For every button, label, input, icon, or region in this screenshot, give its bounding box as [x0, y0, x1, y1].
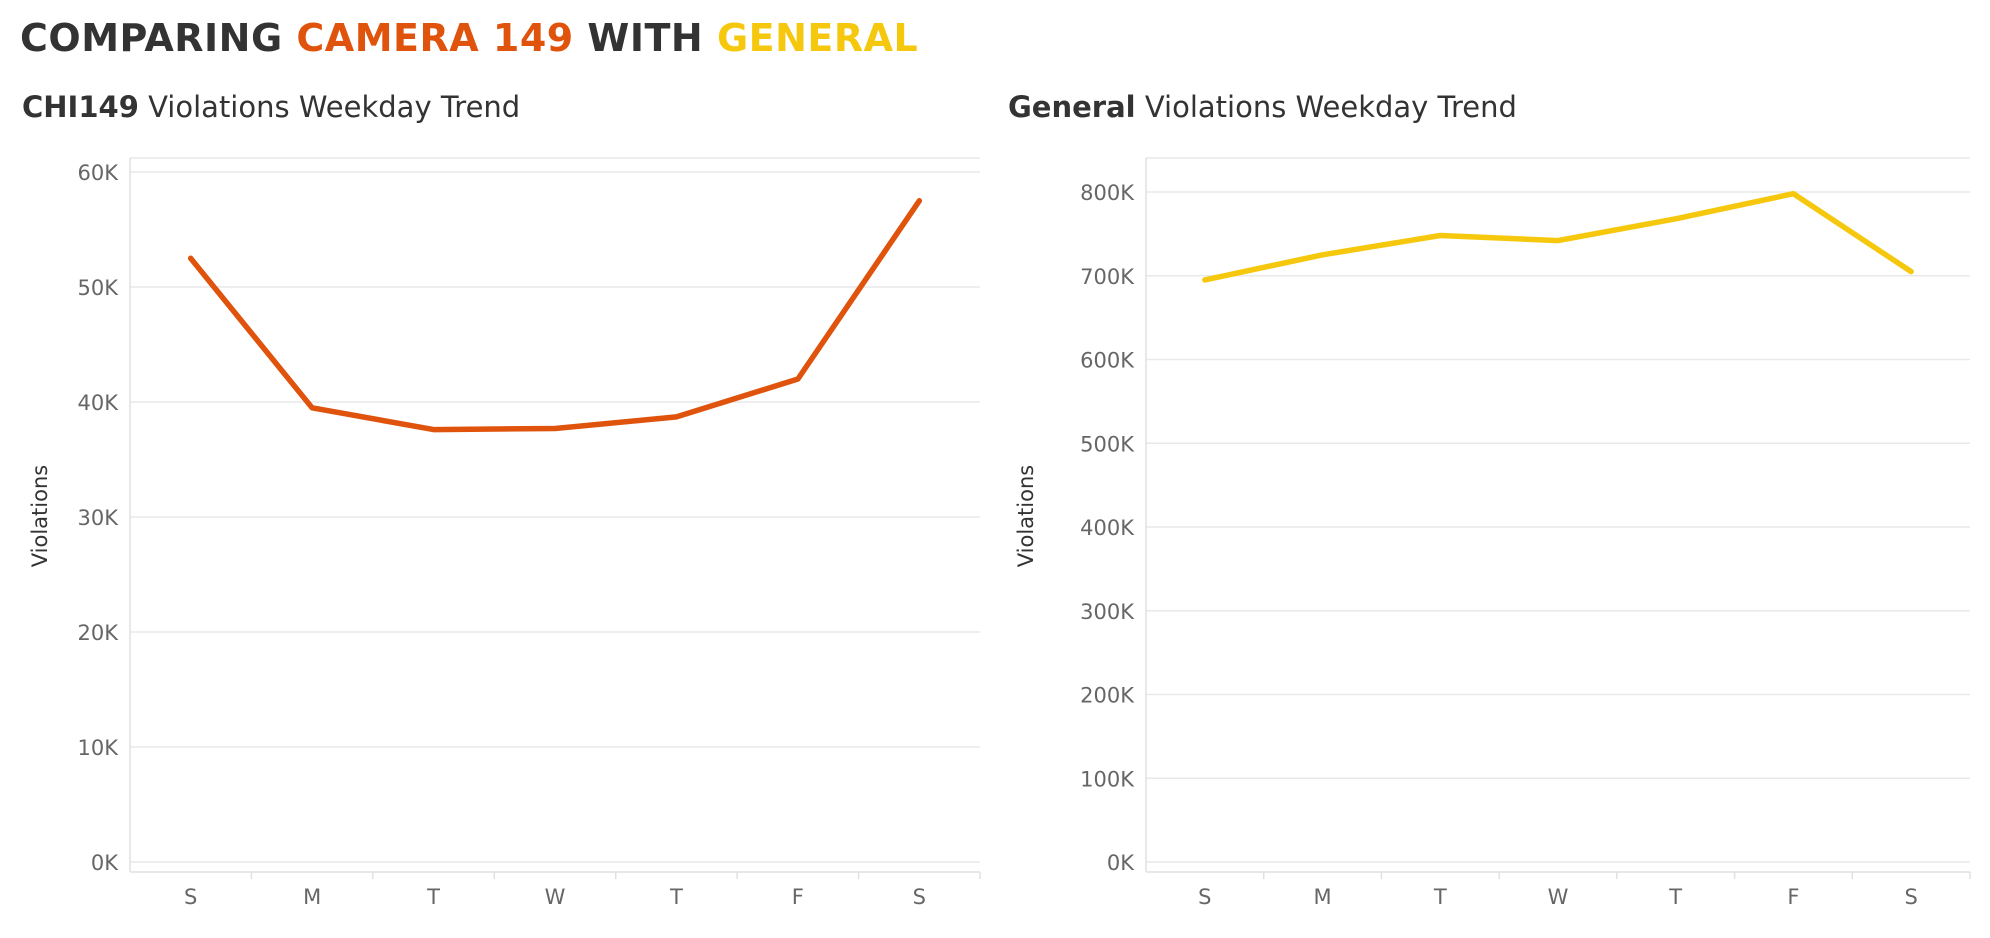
- general-data-point[interactable]: [1555, 238, 1561, 244]
- chi149-y-tick-label: 40K: [78, 391, 120, 415]
- general-chart-title-rest: Violations Weekday Trend: [1135, 90, 1517, 124]
- chi149-data-point[interactable]: [916, 198, 922, 204]
- chi149-line-chart: Violations 0K 10K 20K 30K 40K 50K 60K S M T W T F S: [28, 157, 981, 909]
- chi149-chart-title-rest: Violations Weekday Trend: [138, 90, 521, 124]
- chi149-chart-title: CHI149 Violations Weekday Trend: [22, 90, 520, 124]
- chi149-y-tick-label: 10K: [78, 736, 120, 760]
- title-middle: WITH: [573, 16, 717, 60]
- chi149-x-tick-label: S: [184, 885, 197, 909]
- general-x-tick-label: S: [1904, 885, 1917, 909]
- dashboard-title: COMPARING CAMERA 149 WITH GENERAL: [20, 16, 918, 60]
- general-x-tick-label: T: [1668, 885, 1682, 909]
- chi149-data-point[interactable]: [309, 405, 315, 411]
- chi149-y-tick-label: 20K: [78, 621, 120, 645]
- general-data-point[interactable]: [1320, 252, 1326, 258]
- chi149-x-tick-label: F: [792, 885, 804, 909]
- chi149-data-point[interactable]: [795, 376, 801, 382]
- chi149-data-point[interactable]: [431, 427, 437, 433]
- general-data-point[interactable]: [1202, 277, 1208, 283]
- title-camera: CAMERA 149: [296, 16, 574, 60]
- general-y-tick-label: 400K: [1080, 516, 1135, 540]
- general-x-tick-label: S: [1198, 885, 1211, 909]
- chi149-x-tick-label: S: [913, 885, 926, 909]
- general-x-tick-label: M: [1314, 885, 1332, 909]
- chi149-y-axis-label: Violations: [28, 465, 52, 567]
- chi149-x-tick-label: W: [545, 885, 566, 909]
- chi149-y-tick-label: 60K: [78, 161, 120, 185]
- general-y-tick-label: 600K: [1080, 349, 1135, 373]
- general-y-tick-label: 500K: [1080, 432, 1135, 456]
- title-prefix: COMPARING: [20, 16, 297, 60]
- general-chart-title-bold: General: [1008, 90, 1136, 124]
- general-series-line: [1202, 190, 1914, 283]
- general-data-point[interactable]: [1673, 216, 1679, 222]
- chi149-series-line: [187, 198, 923, 433]
- general-data-point[interactable]: [1437, 233, 1443, 239]
- chi149-y-tick-label: 30K: [78, 506, 120, 530]
- chi149-chart-title-bold: CHI149: [22, 90, 139, 124]
- general-chart-title: General Violations Weekday Trend: [1008, 90, 1517, 124]
- chi149-data-point[interactable]: [552, 425, 558, 431]
- chi149-data-point[interactable]: [673, 414, 679, 420]
- general-y-tick-label: 800K: [1080, 181, 1135, 205]
- general-y-tick-label: 200K: [1080, 684, 1135, 708]
- general-line-chart: Violations 0K 100K 200K 300K 400K 500K 600K 700K…: [1014, 157, 1971, 909]
- chi149-y-tick-label: 50K: [78, 276, 120, 300]
- title-general: GENERAL: [716, 16, 919, 60]
- chi149-y-tick-label: 0K: [91, 851, 119, 875]
- general-data-point[interactable]: [1908, 269, 1914, 275]
- chi149-x-tick-label: T: [426, 885, 440, 909]
- chi149-x-tick-label: T: [669, 885, 683, 909]
- general-y-axis-label: Violations: [1014, 465, 1038, 567]
- general-x-tick-label: F: [1787, 885, 1799, 909]
- general-y-tick-label: 700K: [1080, 265, 1135, 289]
- general-data-point[interactable]: [1790, 191, 1796, 197]
- general-y-tick-label: 100K: [1080, 767, 1135, 791]
- chi149-data-point[interactable]: [188, 255, 194, 261]
- general-x-tick-label: W: [1548, 885, 1569, 909]
- general-y-tick-label: 0K: [1107, 851, 1135, 875]
- chi149-x-tick-label: M: [303, 885, 321, 909]
- general-x-tick-label: T: [1433, 885, 1447, 909]
- general-y-tick-label: 300K: [1080, 600, 1135, 624]
